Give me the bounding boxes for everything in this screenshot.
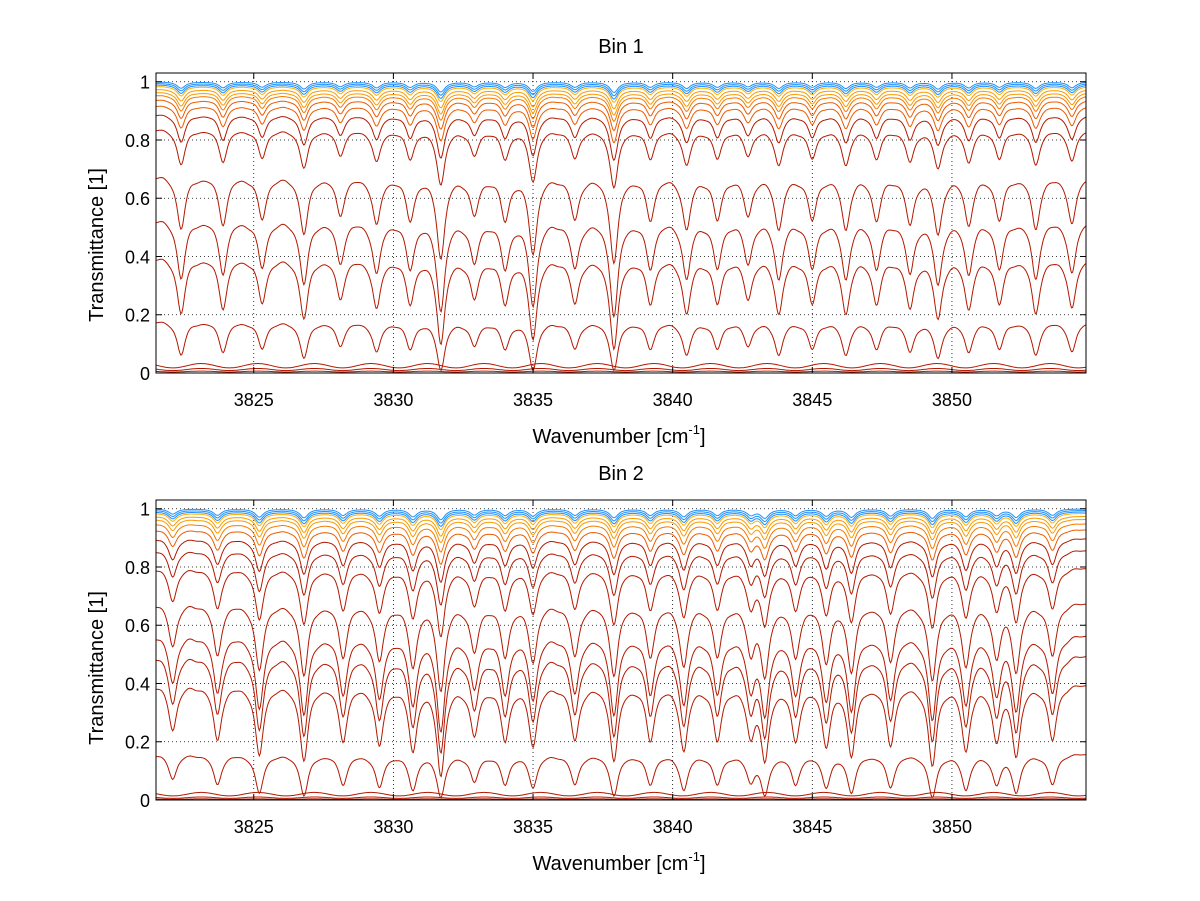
- spectrum-line: [155, 511, 1086, 527]
- spectrum-line: [156, 89, 1087, 110]
- y-tick-label: 0.6: [125, 189, 150, 209]
- x-tick-label: 3835: [513, 817, 553, 837]
- spectrum-line: [155, 791, 1087, 797]
- y-tick-label: 0.4: [125, 247, 150, 267]
- y-tick-label: 0.2: [125, 306, 150, 326]
- spectrum-line: [155, 523, 1086, 553]
- y-tick-label: 1: [140, 73, 150, 93]
- chart-title: Bin 1: [598, 36, 644, 58]
- spectrum-line: [155, 568, 1086, 638]
- y-tick-label: 0.8: [125, 131, 150, 151]
- spectrum-line: [155, 529, 1086, 565]
- spectrum-line: [156, 796, 1087, 799]
- spectrum-line: [156, 83, 1087, 97]
- spectrum-line: [155, 516, 1086, 537]
- x-tick-label: 3825: [234, 390, 274, 410]
- grid: [156, 500, 1086, 801]
- x-tick-label: 3830: [373, 390, 413, 410]
- spectrum-line: [155, 798, 1086, 800]
- ticks: 3825 3830 3835 3840 3845 3850 0 0.2 0.4 0.6 0.8 1: [125, 73, 1086, 410]
- spectrum-line: [156, 105, 1087, 144]
- y-tick-label: 0.8: [125, 558, 150, 578]
- spectrum-line: [155, 368, 1087, 372]
- x-tick-label: 3845: [792, 390, 832, 410]
- spectrum-line: [155, 129, 1087, 190]
- bin-2-subplot: Bin 2 3825 3830 3835 3840 3845 3850 0 0.2 0.4 0.6…: [86, 463, 1087, 875]
- spectrum-line: [155, 321, 1087, 372]
- x-tick-label: 3850: [932, 817, 972, 837]
- spectrum-line: [155, 176, 1087, 265]
- spectrum-line: [155, 114, 1087, 162]
- spectrum-line: [156, 92, 1087, 116]
- x-tick-label: 3850: [932, 390, 972, 410]
- chart-title: Bin 2: [598, 463, 644, 485]
- spectrum-line: [155, 363, 1087, 369]
- spectrum-line: [155, 656, 1086, 755]
- y-axis-label: Transmittance [1]: [86, 168, 108, 322]
- series-group: [155, 81, 1087, 373]
- spectrum-line: [156, 513, 1086, 531]
- x-axis-label: Wavenumber [cm-1]: [532, 422, 705, 448]
- spectrum-line: [155, 603, 1087, 693]
- y-tick-label: 1: [140, 500, 150, 520]
- x-tick-label: 3845: [792, 817, 832, 837]
- y-tick-label: 0.6: [125, 616, 150, 636]
- spectrum-line: [156, 84, 1087, 100]
- spectrum-line: [155, 519, 1086, 544]
- spectrum-line: [155, 258, 1087, 351]
- x-tick-label: 3840: [653, 817, 693, 837]
- y-axis-label: Transmittance [1]: [86, 591, 108, 745]
- y-tick-label: 0: [140, 364, 150, 384]
- spectrum-line: [155, 220, 1087, 319]
- axes-frame: [155, 72, 1087, 374]
- spectrum-line: [155, 754, 1086, 799]
- spectrum-line: [156, 99, 1087, 132]
- spectrum-line: [155, 538, 1086, 583]
- x-axis-label: Wavenumber [cm-1]: [532, 849, 705, 875]
- y-tick-label: 0.2: [125, 733, 150, 753]
- spectrum-line: [155, 685, 1087, 778]
- bin-1-subplot: Bin 1 3825 3830 3835 3840 3845 3850 0 0.2 0.4 0.6…: [86, 36, 1087, 448]
- spectrum-line: [156, 81, 1087, 94]
- ticks: 3825 3830 3835 3840 3845 3850 0 0.2 0.4 0.6 0.8 1: [125, 500, 1086, 837]
- spectrum-line: [155, 550, 1087, 606]
- x-tick-label: 3840: [653, 390, 693, 410]
- y-tick-label: 0.4: [125, 674, 150, 694]
- spectrum-line: [156, 86, 1087, 103]
- x-tick-label: 3825: [234, 817, 274, 837]
- spectrum-line: [155, 370, 1087, 373]
- x-tick-label: 3830: [373, 817, 413, 837]
- axes-frame: [155, 499, 1087, 801]
- spectrum-line: [155, 510, 1086, 524]
- spectrum-line: [156, 95, 1087, 123]
- x-tick-label: 3835: [513, 390, 553, 410]
- series-group: [155, 508, 1087, 800]
- spectrum-line: [156, 508, 1086, 521]
- y-tick-label: 0: [140, 791, 150, 811]
- spectrum-line: [155, 635, 1086, 734]
